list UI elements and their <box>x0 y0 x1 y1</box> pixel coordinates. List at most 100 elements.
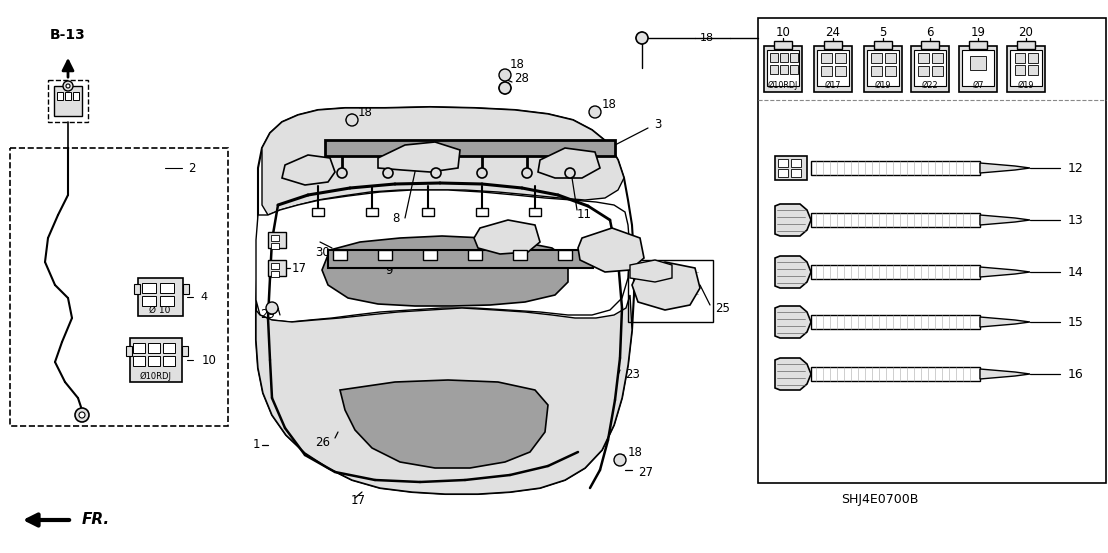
Circle shape <box>639 35 645 40</box>
Bar <box>932 53 943 63</box>
Polygon shape <box>256 295 632 494</box>
Text: FR.: FR. <box>82 513 110 528</box>
Polygon shape <box>979 163 1030 173</box>
Circle shape <box>75 408 89 422</box>
Circle shape <box>503 86 507 91</box>
Text: 11: 11 <box>577 208 592 222</box>
Bar <box>919 66 929 76</box>
Text: Ø19: Ø19 <box>1018 81 1034 90</box>
Bar <box>821 66 832 76</box>
Circle shape <box>499 82 511 94</box>
Bar <box>142 283 156 293</box>
Bar <box>770 53 778 62</box>
Bar <box>790 65 798 74</box>
Bar <box>866 50 899 86</box>
Bar <box>468 250 482 260</box>
Circle shape <box>79 412 85 418</box>
Bar <box>919 53 929 63</box>
Text: 18: 18 <box>628 446 643 458</box>
Bar <box>1010 50 1042 86</box>
Bar <box>628 260 714 322</box>
Text: 19: 19 <box>971 25 985 39</box>
Text: 29: 29 <box>260 309 275 321</box>
Text: B-13: B-13 <box>50 28 86 42</box>
Text: 2: 2 <box>188 161 195 175</box>
Bar <box>885 66 896 76</box>
Bar <box>911 46 948 92</box>
Bar <box>163 356 175 366</box>
Bar <box>54 86 82 116</box>
Bar <box>791 159 801 167</box>
Bar <box>476 208 488 216</box>
Bar <box>160 296 174 306</box>
Circle shape <box>266 302 278 314</box>
Bar <box>864 46 902 92</box>
Polygon shape <box>578 228 644 272</box>
Text: Ø 10: Ø 10 <box>150 305 171 315</box>
Polygon shape <box>283 155 335 185</box>
Bar <box>328 250 593 268</box>
Text: 8: 8 <box>392 211 400 225</box>
Text: 13: 13 <box>1068 213 1084 227</box>
Bar <box>811 213 979 227</box>
Bar <box>774 156 807 180</box>
Text: 3: 3 <box>654 118 661 132</box>
Bar <box>791 169 801 177</box>
Text: 28: 28 <box>514 71 529 85</box>
Bar <box>366 208 378 216</box>
Circle shape <box>565 168 575 178</box>
Bar <box>138 278 183 316</box>
Text: 24: 24 <box>825 25 841 39</box>
Polygon shape <box>538 148 601 178</box>
Bar <box>378 250 392 260</box>
Bar <box>48 80 88 122</box>
Bar <box>871 53 882 63</box>
Text: 7: 7 <box>482 238 490 252</box>
Bar <box>811 265 979 279</box>
Circle shape <box>589 106 601 118</box>
Bar <box>325 140 615 156</box>
Bar <box>811 367 979 381</box>
Bar <box>970 56 986 70</box>
Circle shape <box>614 454 626 466</box>
Text: Ø10RDJ: Ø10RDJ <box>768 80 798 90</box>
Bar <box>778 169 788 177</box>
Polygon shape <box>256 190 630 322</box>
Bar <box>422 208 434 216</box>
Text: 18: 18 <box>602 98 617 112</box>
Bar <box>142 296 156 306</box>
Text: 6: 6 <box>926 25 934 39</box>
Bar <box>529 208 541 216</box>
Polygon shape <box>632 262 700 310</box>
Bar <box>932 66 943 76</box>
Bar <box>811 315 979 329</box>
Circle shape <box>503 72 507 77</box>
Text: 21: 21 <box>603 243 618 257</box>
Text: 22: 22 <box>302 171 318 185</box>
Text: 27: 27 <box>638 466 653 478</box>
Polygon shape <box>774 358 811 390</box>
Bar <box>160 283 174 293</box>
Bar <box>148 343 160 353</box>
Polygon shape <box>774 306 811 338</box>
Bar <box>817 50 849 86</box>
Bar <box>960 46 997 92</box>
Bar <box>334 250 347 260</box>
Bar <box>148 356 160 366</box>
Bar <box>271 271 279 277</box>
Circle shape <box>478 168 488 178</box>
Text: 12: 12 <box>1068 161 1084 175</box>
Circle shape <box>269 305 275 310</box>
Bar <box>1028 53 1038 63</box>
Text: 10: 10 <box>776 25 790 39</box>
Text: 10: 10 <box>202 353 217 367</box>
Polygon shape <box>340 380 548 468</box>
Polygon shape <box>979 215 1030 225</box>
Polygon shape <box>630 260 671 282</box>
Bar <box>1015 65 1025 75</box>
Bar <box>914 50 946 86</box>
Bar <box>10 148 228 426</box>
Text: 17: 17 <box>350 493 366 507</box>
Polygon shape <box>474 220 540 254</box>
Bar <box>835 66 847 76</box>
